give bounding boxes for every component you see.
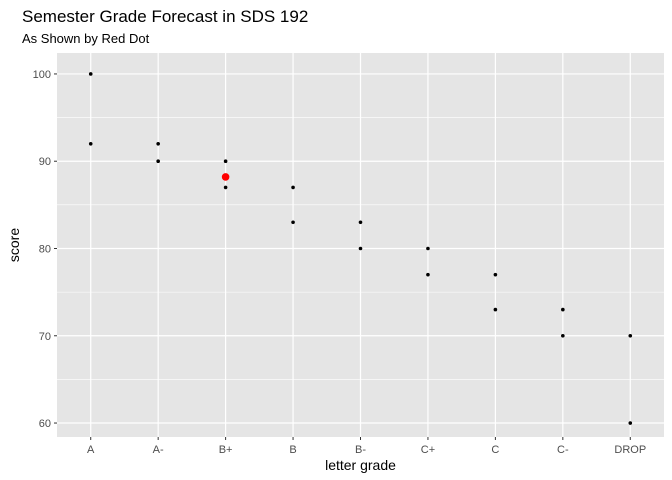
x-tick-label: C — [491, 444, 499, 456]
highlight-point — [221, 173, 230, 181]
x-tick-label: B- — [355, 444, 366, 456]
x-tick-label: DROP — [614, 444, 646, 456]
y-axis: 60 70 80 90 100 — [33, 69, 57, 430]
x-axis-title: letter grade — [325, 457, 396, 473]
data-point — [291, 220, 295, 225]
y-tick-label: 100 — [33, 69, 51, 81]
data-point — [628, 421, 633, 425]
data-point — [156, 141, 160, 146]
data-point — [156, 159, 160, 164]
x-tick-label: A- — [153, 444, 164, 456]
y-tick-label: 80 — [39, 243, 51, 255]
data-point — [358, 246, 363, 251]
y-tick-label: 90 — [39, 156, 51, 168]
data-point — [426, 272, 430, 277]
y-tick-label: 70 — [39, 331, 51, 343]
y-axis-title: score — [6, 228, 22, 262]
data-point — [561, 307, 565, 312]
y-tick-label: 60 — [39, 418, 51, 430]
data-point — [88, 141, 93, 146]
data-point — [628, 333, 633, 338]
data-point — [493, 307, 498, 312]
x-tick-label: C+ — [421, 444, 435, 456]
data-points — [88, 72, 633, 425]
data-point — [358, 220, 363, 225]
x-axis: A A- B+ B B- C+ C C- DROP — [87, 437, 646, 456]
chart-subtitle: As Shown by Red Dot — [22, 31, 150, 46]
x-tick-label: C- — [557, 444, 569, 456]
data-point — [493, 272, 498, 277]
data-point — [426, 246, 430, 251]
chart-title: Semester Grade Forecast in SDS 192 — [22, 7, 308, 26]
x-tick-label: A — [87, 444, 95, 456]
x-tick-label: B — [289, 444, 296, 456]
data-point — [223, 185, 228, 190]
data-point — [291, 185, 295, 190]
x-tick-label: B+ — [219, 444, 233, 456]
data-point — [88, 72, 93, 76]
data-point — [223, 159, 228, 164]
data-point — [561, 333, 565, 338]
